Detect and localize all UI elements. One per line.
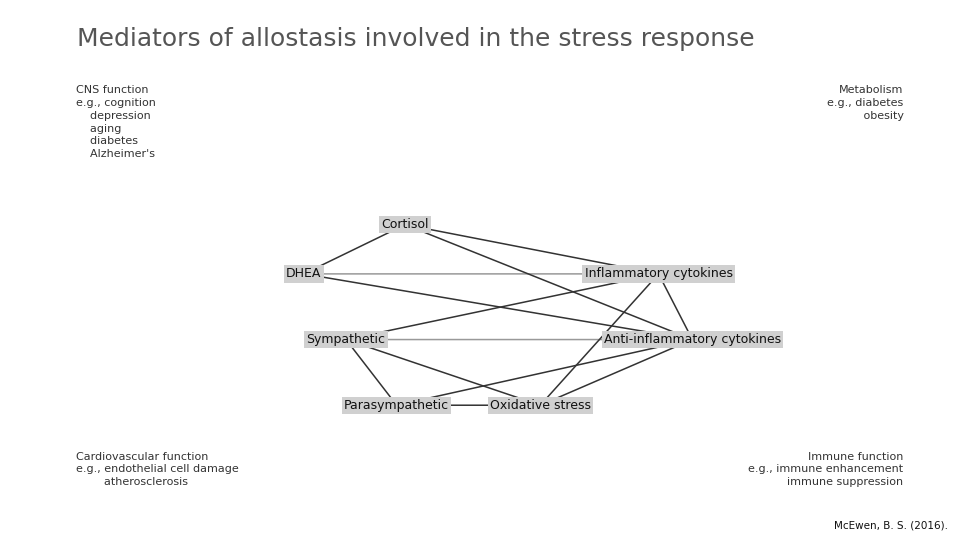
- Text: McEwen, B. S. (2016).: McEwen, B. S. (2016).: [834, 520, 948, 530]
- Text: Immune function
e.g., immune enhancement
        immune suppression: Immune function e.g., immune enhancement…: [749, 451, 903, 487]
- Text: DHEA: DHEA: [286, 267, 322, 280]
- Text: Anti-inflammatory cytokines: Anti-inflammatory cytokines: [604, 333, 780, 346]
- Text: CNS function
e.g., cognition
    depression
    aging
    diabetes
    Alzheimer: CNS function e.g., cognition depression …: [76, 85, 156, 159]
- Text: Cardiovascular function
e.g., endothelial cell damage
        atherosclerosis: Cardiovascular function e.g., endothelia…: [76, 451, 238, 487]
- Text: Parasympathetic: Parasympathetic: [344, 399, 449, 411]
- Text: Cortisol: Cortisol: [381, 218, 429, 231]
- Text: Metabolism
e.g., diabetes
         obesity: Metabolism e.g., diabetes obesity: [828, 85, 903, 121]
- Text: Oxidative stress: Oxidative stress: [490, 399, 590, 411]
- Text: Mediators of allostasis involved in the stress response: Mediators of allostasis involved in the …: [77, 27, 755, 51]
- Text: Inflammatory cytokines: Inflammatory cytokines: [585, 267, 732, 280]
- Text: Sympathetic: Sympathetic: [306, 333, 386, 346]
